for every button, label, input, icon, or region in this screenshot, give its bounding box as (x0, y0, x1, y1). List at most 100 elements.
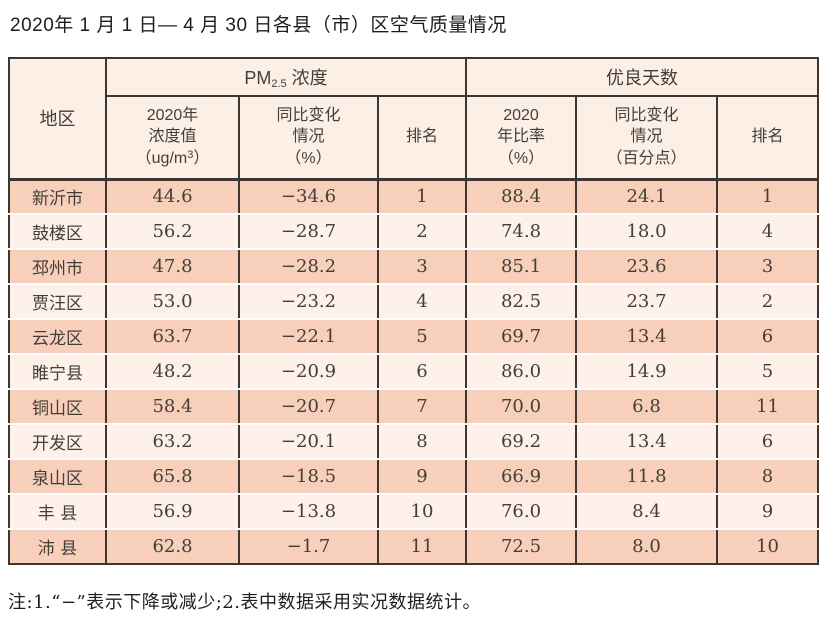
cell-good-rank: 2 (715, 284, 819, 320)
cell-pm-rank: 5 (377, 319, 466, 355)
col-header-region: 地区 (8, 58, 106, 181)
pm25-label-subscript: 2.5 (271, 78, 287, 90)
cell-pm-rank: 6 (377, 354, 466, 390)
table-row: 邳州市 47.8 −28.2 3 85.1 23.6 3 (8, 249, 819, 285)
cell-pm-value: 63.2 (105, 424, 239, 460)
col-header-pm-change: 同比变化 情况 （%） (238, 96, 378, 181)
page-title: 2020年 1 月 1 日— 4 月 30 日各县（市）区空气质量情况 (10, 15, 507, 36)
cell-good-rank: 4 (715, 214, 819, 250)
cell-good-rate: 86.0 (465, 354, 576, 390)
table-header: 地区 PM2.5 浓度 优良天数 2020年 浓度值 （ug/m3） 同比变化 情况… (8, 58, 819, 181)
cell-good-change: 18.0 (575, 214, 717, 250)
cell-good-rate: 72.5 (465, 529, 576, 565)
cell-good-change: 11.8 (575, 459, 717, 495)
pm-value-line1: 2020年 (146, 106, 199, 124)
cell-good-change: 24.1 (575, 179, 717, 215)
cell-good-rate: 69.2 (465, 424, 576, 460)
cell-good-change: 8.4 (575, 494, 717, 530)
cell-pm-change: −20.1 (238, 424, 378, 460)
cell-good-rank: 3 (715, 249, 819, 285)
cell-pm-change: −34.6 (238, 179, 378, 215)
table-row: 开发区 63.2 −20.1 8 69.2 13.4 6 (8, 424, 819, 460)
cell-region: 贾汪区 (8, 284, 106, 320)
cell-good-rank: 6 (715, 319, 819, 355)
cell-pm-value: 53.0 (105, 284, 239, 320)
cell-pm-value: 44.6 (105, 179, 239, 215)
col-group-good-days: 优良天数 (464, 58, 819, 97)
cell-pm-change: −1.7 (238, 529, 378, 565)
cell-good-rank: 6 (715, 424, 819, 460)
cell-good-rank: 8 (715, 459, 819, 495)
cell-pm-value: 58.4 (105, 389, 239, 425)
cell-good-change: 23.7 (575, 284, 717, 320)
table-row: 丰 县 56.9 −13.8 10 76.0 8.4 9 (8, 494, 819, 530)
cell-good-rank: 5 (715, 354, 819, 390)
cell-pm-rank: 3 (377, 249, 466, 285)
cell-good-change: 13.4 (575, 424, 717, 460)
cell-good-rate: 76.0 (465, 494, 576, 530)
cell-region: 沛 县 (8, 529, 106, 565)
table-body: 新沂市 44.6 −34.6 1 88.4 24.1 1 鼓楼区 56.2 −28.7 2 74.8 1… (8, 179, 819, 565)
pm25-label-prefix: PM (244, 68, 272, 88)
cell-good-change: 23.6 (575, 249, 717, 285)
pm-value-unit-pre: （ug/m (135, 150, 188, 168)
cell-pm-value: 56.2 (105, 214, 239, 250)
table-row: 云龙区 63.7 −22.1 5 69.7 13.4 6 (8, 319, 819, 355)
cell-pm-change: −20.7 (238, 389, 378, 425)
cell-pm-value: 56.9 (105, 494, 239, 530)
cell-good-rate: 66.9 (465, 459, 576, 495)
cell-pm-change: −13.8 (238, 494, 378, 530)
col-header-good-rank: 排名 (715, 96, 819, 181)
cell-good-change: 14.9 (575, 354, 717, 390)
cell-good-change: 13.4 (575, 319, 717, 355)
cell-pm-value: 48.2 (105, 354, 239, 390)
cell-pm-value: 62.8 (105, 529, 239, 565)
cell-good-change: 6.8 (575, 389, 717, 425)
cell-good-change: 8.0 (575, 529, 717, 565)
cell-pm-change: −20.9 (238, 354, 378, 390)
col-group-pm25: PM2.5 浓度 (105, 58, 466, 97)
pm-value-unit-post: ） (193, 150, 210, 168)
col-header-pm-rank: 排名 (377, 96, 466, 181)
cell-pm-value: 47.8 (105, 249, 239, 285)
cell-pm-rank: 4 (377, 284, 466, 320)
col-header-good-rate: 2020 年比率 （%） (465, 96, 576, 181)
cell-good-rate: 74.8 (465, 214, 576, 250)
pm25-label-suffix: 浓度 (286, 68, 328, 88)
cell-pm-change: −18.5 (238, 459, 378, 495)
table-row: 新沂市 44.6 −34.6 1 88.4 24.1 1 (8, 179, 819, 215)
cell-pm-rank: 10 (377, 494, 466, 530)
cell-pm-change: −28.7 (238, 214, 378, 250)
cell-good-rate: 85.1 (465, 249, 576, 285)
cell-pm-change: −22.1 (238, 319, 378, 355)
cell-pm-rank: 8 (377, 424, 466, 460)
cell-good-rank: 9 (715, 494, 819, 530)
cell-region: 云龙区 (8, 319, 106, 355)
pm-value-line2: 浓度值 (148, 128, 197, 146)
cell-good-rate: 69.7 (465, 319, 576, 355)
cell-pm-rank: 11 (377, 529, 466, 565)
cell-pm-value: 63.7 (105, 319, 239, 355)
cell-pm-rank: 2 (377, 214, 466, 250)
cell-region: 铜山区 (8, 389, 106, 425)
table-row: 泉山区 65.8 −18.5 9 66.9 11.8 8 (8, 459, 819, 495)
cell-pm-rank: 1 (377, 179, 466, 215)
cell-pm-change: −23.2 (238, 284, 378, 320)
air-quality-table: 地区 PM2.5 浓度 优良天数 2020年浓度值 （ug/m 3 ） 同比变化 情况… (8, 57, 820, 565)
table-row: 睢宁县 48.2 −20.9 6 86.0 14.9 5 (8, 354, 819, 390)
cell-region: 泉山区 (8, 459, 106, 495)
cell-good-rank: 11 (715, 389, 819, 425)
cell-good-rank: 1 (715, 179, 819, 215)
cell-region: 新沂市 (8, 179, 106, 215)
col-header-good-change: 同比变化 情况 （百分点） (575, 96, 717, 181)
footnote: 注:1.“−”表示下降或减少;2.表中数据采用实况数据统计。 (8, 592, 481, 613)
table-row: 沛 县 62.8 −1.7 11 72.5 8.0 10 (8, 529, 819, 565)
cell-region: 丰 县 (8, 494, 106, 530)
air-quality-table-wrap: 地区 PM2.5 浓度 优良天数 2020年浓度值 （ug/m 3 ） 同比变化 情况… (8, 57, 820, 565)
table-row: 铜山区 58.4 −20.7 7 70.0 6.8 11 (8, 389, 819, 425)
cell-good-rank: 10 (715, 529, 819, 565)
cell-good-rate: 82.5 (465, 284, 576, 320)
cell-region: 邳州市 (8, 249, 106, 285)
cell-region: 睢宁县 (8, 354, 106, 390)
table-row: 鼓楼区 56.2 −28.7 2 74.8 18.0 4 (8, 214, 819, 250)
